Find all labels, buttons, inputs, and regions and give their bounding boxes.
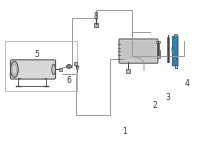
Bar	[157, 50, 160, 58]
Text: 3: 3	[166, 93, 170, 102]
Text: 6: 6	[67, 76, 71, 85]
Bar	[74, 62, 77, 65]
Ellipse shape	[52, 64, 55, 75]
Bar	[157, 42, 159, 56]
Text: 4: 4	[185, 78, 189, 88]
Bar	[167, 37, 169, 62]
Circle shape	[68, 66, 70, 67]
Text: 7: 7	[75, 66, 79, 75]
Bar	[5, 41, 77, 91]
Text: 1: 1	[123, 127, 127, 136]
Text: 5: 5	[35, 50, 39, 59]
Bar	[59, 68, 62, 71]
Bar	[94, 23, 98, 27]
Ellipse shape	[11, 61, 18, 77]
FancyBboxPatch shape	[119, 39, 158, 63]
Bar	[174, 34, 177, 37]
Bar	[126, 69, 130, 73]
FancyBboxPatch shape	[172, 36, 178, 66]
Bar	[156, 41, 160, 43]
Text: 8: 8	[94, 12, 98, 21]
Circle shape	[174, 58, 177, 61]
Ellipse shape	[12, 64, 17, 75]
FancyBboxPatch shape	[10, 60, 56, 79]
Circle shape	[66, 65, 72, 68]
Text: 2: 2	[153, 101, 157, 110]
